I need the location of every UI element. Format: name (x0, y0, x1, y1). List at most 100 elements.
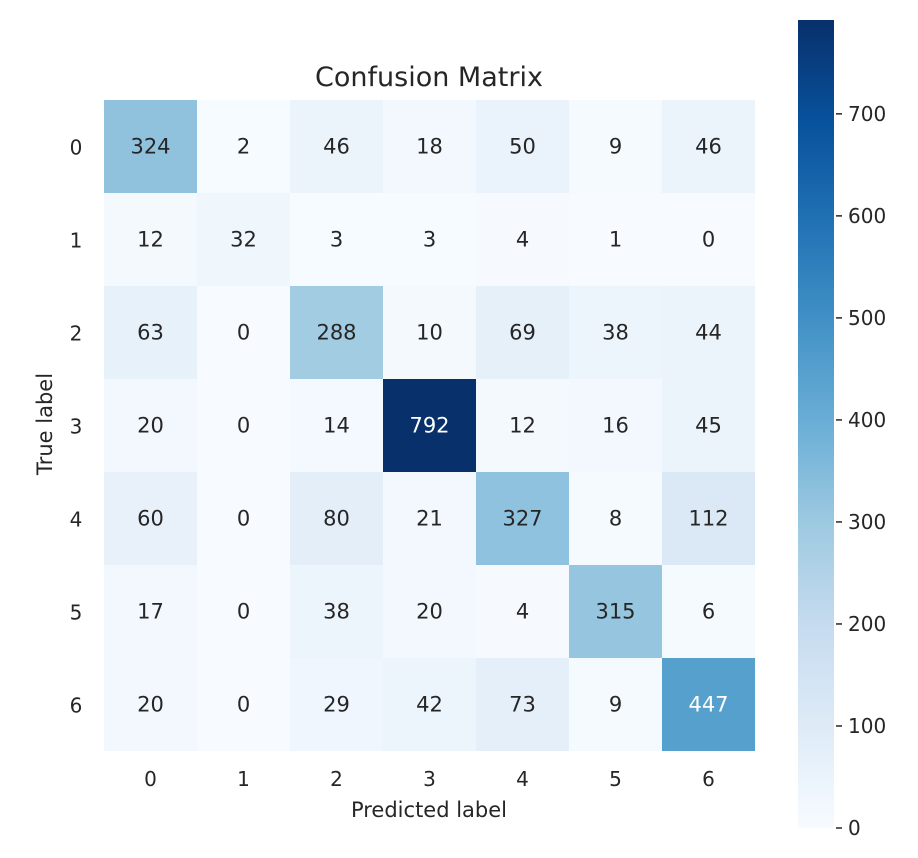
colorbar-tick-label: 200 (848, 612, 886, 636)
heatmap-cell (569, 472, 662, 565)
colorbar-ticks: 0 100 200 300 400 500 600 700 (836, 102, 886, 840)
heatmap-cell (197, 658, 290, 751)
cell-value-label: 327 (502, 507, 542, 531)
heatmap-cell (104, 472, 197, 565)
cell-value-label: 9 (609, 135, 622, 159)
cell-value-label: 3 (423, 228, 436, 252)
cell-value-label: 6 (702, 600, 715, 624)
heatmap-cell (197, 193, 290, 286)
cell-value-label: 315 (595, 600, 635, 624)
heatmap-cell (104, 286, 197, 379)
chart-title: Confusion Matrix (315, 62, 543, 93)
cell-value-label: 0 (237, 600, 250, 624)
cell-value-label: 8 (609, 507, 622, 531)
heatmap-cell (197, 565, 290, 658)
heatmap-cell (383, 379, 476, 472)
heatmap-cell (104, 379, 197, 472)
x-tick-label: 2 (330, 767, 343, 791)
heatmap-cell (476, 379, 569, 472)
cell-value-label: 4 (516, 228, 529, 252)
heatmap-cell (476, 193, 569, 286)
y-axis-label: True label (33, 373, 57, 476)
heatmap-cell (662, 565, 755, 658)
x-tick-label: 1 (237, 767, 250, 791)
heatmap-cell (476, 286, 569, 379)
cell-value-label: 0 (237, 693, 250, 717)
x-axis-ticks: 0 1 2 3 4 5 6 (144, 767, 715, 791)
heatmap-cell (104, 658, 197, 751)
cell-value-label: 38 (323, 600, 350, 624)
cell-value-label: 50 (509, 135, 536, 159)
heatmap-cell (197, 379, 290, 472)
heatmap-cell (197, 100, 290, 193)
cell-value-label: 45 (695, 414, 722, 438)
heatmap-cell (569, 565, 662, 658)
colorbar-tick-label: 0 (848, 816, 861, 840)
heatmap-cell (662, 658, 755, 751)
heatmap-cell (476, 100, 569, 193)
cell-value-label: 46 (695, 135, 722, 159)
colorbar-tick-label: 300 (848, 510, 886, 534)
heatmap-cell (104, 565, 197, 658)
heatmap-cell (290, 658, 383, 751)
heatmap-cell (662, 286, 755, 379)
cell-value-label: 0 (237, 321, 250, 345)
cell-value-label: 447 (688, 693, 728, 717)
heatmap-cell (476, 565, 569, 658)
heatmap-cell (569, 658, 662, 751)
cell-value-label: 69 (509, 321, 536, 345)
cell-value-label: 0 (237, 507, 250, 531)
heatmap-cell (290, 286, 383, 379)
cell-value-label: 288 (316, 321, 356, 345)
cell-value-label: 20 (137, 693, 164, 717)
cell-value-label: 17 (137, 600, 164, 624)
y-tick-label: 2 (70, 322, 83, 346)
heatmap-cell (569, 100, 662, 193)
heatmap-cell (476, 472, 569, 565)
heatmap-cell (290, 565, 383, 658)
x-tick-label: 5 (609, 767, 622, 791)
cell-value-label: 46 (323, 135, 350, 159)
cell-value-label: 20 (137, 414, 164, 438)
cell-value-label: 80 (323, 507, 350, 531)
cell-value-label: 20 (416, 600, 443, 624)
cell-value-label: 73 (509, 693, 536, 717)
cell-value-label: 0 (237, 414, 250, 438)
colorbar-tick-label: 500 (848, 306, 886, 330)
heatmap-cell (104, 100, 197, 193)
cell-value-label: 32 (230, 228, 257, 252)
cell-value-label: 0 (702, 228, 715, 252)
colorbar (798, 20, 834, 828)
cell-value-label: 3 (330, 228, 343, 252)
cell-value-label: 44 (695, 321, 722, 345)
cell-value-label: 10 (416, 321, 443, 345)
heatmap-cell (383, 193, 476, 286)
y-tick-label: 0 (70, 136, 83, 160)
heatmap-cell (569, 286, 662, 379)
colorbar-tick-label: 600 (848, 204, 886, 228)
cell-value-label: 324 (130, 135, 170, 159)
cell-value-label: 29 (323, 693, 350, 717)
y-tick-label: 1 (70, 229, 83, 253)
heatmap-cell (662, 472, 755, 565)
cell-value-label: 42 (416, 693, 443, 717)
heatmap-cell (290, 100, 383, 193)
heatmap-cell (197, 472, 290, 565)
heatmap-cell (476, 658, 569, 751)
cell-value-label: 12 (509, 414, 536, 438)
cell-value-label: 38 (602, 321, 629, 345)
x-axis-label: Predicted label (351, 798, 507, 822)
cell-value-label: 4 (516, 600, 529, 624)
colorbar-tick-label: 700 (848, 102, 886, 126)
y-axis-ticks: 0 1 2 3 4 5 6 (70, 136, 83, 718)
cell-value-label: 112 (688, 507, 728, 531)
heatmap-cell (197, 286, 290, 379)
cell-value-label: 63 (137, 321, 164, 345)
heatmap-cell (104, 193, 197, 286)
y-tick-label: 5 (70, 601, 83, 625)
cell-value-label: 12 (137, 228, 164, 252)
colorbar-tick-label: 100 (848, 714, 886, 738)
heatmap-cell (383, 100, 476, 193)
